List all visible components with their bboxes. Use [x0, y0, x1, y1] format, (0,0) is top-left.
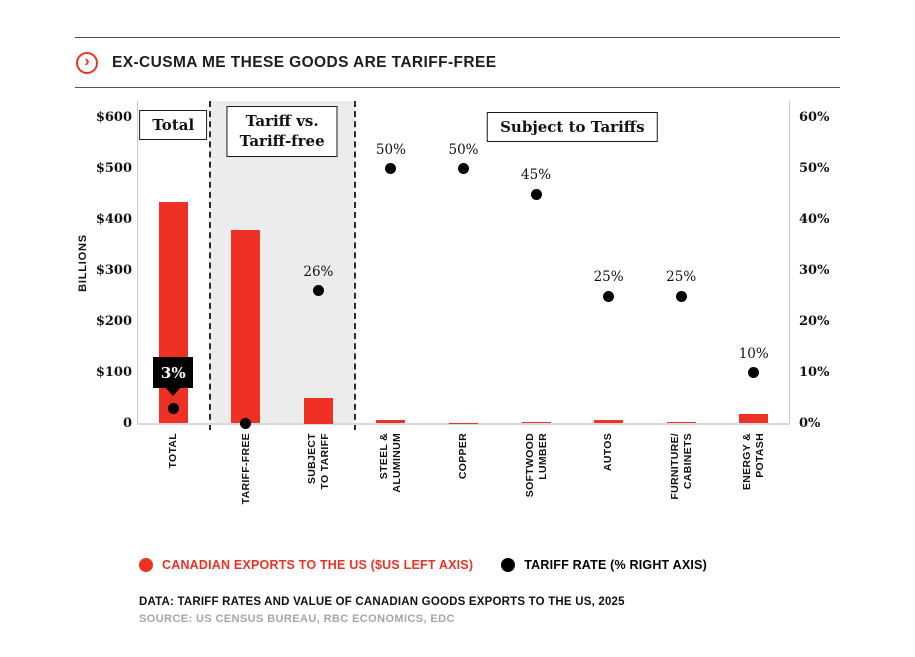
tariff-rate-value-label: 26%: [303, 263, 334, 280]
right-axis-line: [789, 101, 790, 424]
section-divider-line: [208, 101, 211, 430]
category-label: SOFTWOOD LUMBER: [523, 432, 549, 497]
category-label: AUTOS: [602, 432, 615, 471]
tariff-rate-value-label: 25%: [666, 269, 697, 285]
left-axis-tick-label: $600: [95, 109, 132, 125]
footer: DATA: TARIFF RATES AND VALUE OF CANADIAN…: [139, 596, 625, 625]
category-label: TOTAL: [167, 432, 180, 469]
right-axis-tick-label: 10%: [799, 364, 830, 380]
right-axis-tick-label: 50%: [799, 160, 830, 176]
chart-header: › EX-CUSMA ME THESE GOODS ARE TARIFF-FRE…: [75, 37, 840, 88]
left-axis-tick-label: $300: [95, 262, 132, 278]
right-axis-tick-label: 30%: [799, 262, 830, 278]
data-note: DATA: TARIFF RATES AND VALUE OF CANADIAN…: [139, 596, 625, 608]
section-divider-line: [353, 101, 356, 430]
category-label: FURNITURE/ CABINETS: [668, 432, 694, 500]
tariff-rate-dot: [530, 188, 542, 200]
tariff-rate-dot: [312, 285, 324, 297]
category-label: SUBJECT TO TARIFF: [305, 432, 331, 490]
export-bar-copper: [449, 422, 478, 424]
left-axis-tick-label: $200: [95, 313, 132, 329]
tariff-rate-value-label: 10%: [738, 345, 769, 362]
left-axis-tick-label: $500: [95, 160, 132, 176]
export-bar-tariff-free: [231, 229, 261, 424]
right-axis-tick-label: 40%: [799, 211, 830, 227]
right-axis-tick-label: 60%: [799, 109, 830, 125]
tariff-rate-dot: [748, 367, 760, 378]
tariff-rate-dot: [458, 163, 469, 174]
chevron-right-circle-icon: ›: [76, 51, 98, 74]
export-bar-autos: [594, 420, 624, 424]
right-axis-tick-label: 0%: [799, 415, 821, 431]
tariff-rate-value-label: 50%: [448, 141, 479, 158]
category-label: ENERGY & POTASH: [741, 432, 766, 490]
legend-item-tariff-rate: TARIFF RATE (% RIGHT AXIS): [501, 558, 707, 572]
export-bar-furniture/-cabinets: [666, 422, 696, 424]
tariff-rate-legend-dot-icon: [501, 558, 516, 572]
x-axis-baseline: [137, 422, 790, 425]
plot-area: 26% 50% 50% 45% 25% 25% 10% 3% Total Tariff vs. T…: [137, 101, 790, 430]
tariff-rate-dot: [675, 290, 687, 302]
legend-label-exports: CANADIAN EXPORTS TO THE US ($US LEFT AXI…: [162, 558, 474, 572]
left-axis-line: [137, 101, 138, 424]
exports-legend-dot-icon: [139, 558, 153, 572]
tariff-rate-value-label: 25%: [593, 269, 624, 285]
legend-label-tariff-rate: TARIFF RATE (% RIGHT AXIS): [524, 558, 707, 572]
category-label: COPPER: [457, 432, 470, 479]
export-bar-subject-to-tariff: [303, 398, 333, 424]
source-note: SOURCE: US CENSUS BUREAU, RBC ECONOMICS,…: [139, 613, 455, 625]
tariff-rate-dot: [385, 163, 397, 174]
export-bar-softwood-lumber: [521, 422, 551, 424]
section-label-box: Subject to Tariffs: [487, 112, 658, 143]
left-axis-tick-label: $400: [95, 211, 132, 227]
category-label: STEEL & ALUMINUM: [378, 432, 403, 493]
tariff-rate-dot: [167, 402, 179, 414]
left-axis-tick-label: 0: [122, 415, 132, 431]
right-axis-tick-label: 20%: [799, 313, 830, 329]
tariff-rate-value-label: 50%: [375, 141, 406, 158]
tariff-rate-value-label: 45%: [521, 167, 552, 183]
export-bar-energy-&-potash: [739, 413, 769, 424]
tariff-rate-callout: 3%: [153, 357, 194, 389]
legend: CANADIAN EXPORTS TO THE US ($US LEFT AXI…: [139, 558, 707, 572]
export-bar-steel-&-aluminum: [376, 419, 406, 424]
category-label: TARIFF-FREE: [239, 432, 252, 504]
legend-item-exports: CANADIAN EXPORTS TO THE US ($US LEFT AXI…: [139, 558, 473, 572]
chart-title: EX-CUSMA ME THESE GOODS ARE TARIFF-FREE: [112, 53, 497, 71]
section-label-box: Total: [139, 110, 208, 141]
tariff-rate-dot: [240, 418, 252, 429]
section-label-box: Tariff vs. Tariff-free: [226, 106, 338, 157]
left-axis-tick-label: $100: [95, 364, 132, 380]
tariff-rate-dot: [603, 290, 615, 302]
